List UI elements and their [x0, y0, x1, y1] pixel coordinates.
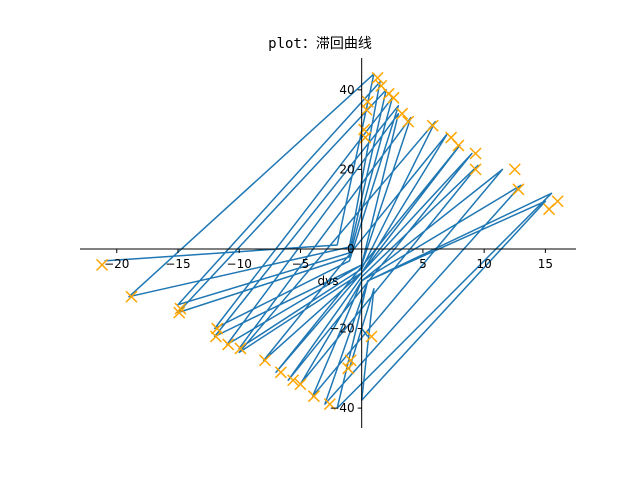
marker-stroke [258, 354, 271, 367]
marker-point [258, 354, 271, 367]
marker-stroke [287, 374, 300, 387]
x-tick-label: 5 [419, 257, 427, 271]
x-tick-label: −10 [227, 257, 252, 271]
y-tick-label: 20 [339, 162, 354, 176]
marker-point [307, 390, 320, 403]
y-tick-label: −20 [329, 322, 354, 336]
marker-point [287, 374, 300, 387]
marker-point [125, 290, 138, 303]
marker-point [209, 330, 222, 343]
marker-stroke [323, 398, 336, 411]
marker-point [508, 163, 521, 176]
marker-stroke [402, 115, 415, 128]
marker-point [234, 342, 247, 355]
x-tick-label: −20 [104, 257, 129, 271]
x-tick-label: −5 [292, 257, 310, 271]
marker-stroke [469, 163, 482, 176]
marker-point [173, 306, 186, 319]
marker-stroke [209, 330, 222, 343]
y-tick-label: 0 [347, 242, 355, 256]
marker-stroke [173, 306, 186, 319]
y-tick-label: 40 [339, 83, 354, 97]
marker-stroke [452, 139, 465, 152]
marker-stroke [294, 378, 307, 391]
marker-stroke [222, 338, 235, 351]
marker-point [402, 115, 415, 128]
marker-stroke [211, 322, 224, 335]
series-layer [96, 71, 564, 411]
marker-stroke [360, 103, 373, 116]
marker-stroke [551, 195, 564, 208]
marker-stroke [96, 258, 109, 271]
marker-stroke [274, 366, 287, 379]
series-line-0 [104, 73, 553, 409]
marker-stroke [342, 362, 355, 375]
marker-point [342, 362, 355, 375]
marker-stroke [469, 147, 482, 160]
marker-point [371, 71, 384, 84]
chart-title: plot：滞回曲线 [268, 36, 372, 52]
marker-point [469, 147, 482, 160]
marker-stroke [307, 390, 320, 403]
marker-point [551, 195, 564, 208]
marker-point [96, 258, 109, 271]
marker-point [452, 139, 465, 152]
x-axis-label: dvs [318, 274, 339, 288]
marker-point [274, 366, 287, 379]
marker-stroke [396, 107, 409, 120]
marker-stroke [125, 290, 138, 303]
marker-point [426, 119, 439, 132]
marker-stroke [371, 71, 384, 84]
x-tick-label: 10 [477, 257, 492, 271]
marker-stroke [375, 79, 388, 92]
marker-point [365, 330, 378, 343]
marker-stroke [174, 302, 187, 315]
x-tick-label: 15 [538, 257, 553, 271]
marker-stroke [387, 91, 400, 104]
marker-point [174, 302, 187, 315]
marker-stroke [234, 342, 247, 355]
marker-stroke [365, 330, 378, 343]
marker-point [469, 163, 482, 176]
marker-point [512, 183, 525, 196]
marker-stroke [508, 163, 521, 176]
marker-stroke [445, 131, 458, 144]
marker-stroke [426, 119, 439, 132]
marker-point [396, 107, 409, 120]
axes-layer: −20 −15 −10 −5 5 10 15 −40 −20 0 20 40 dvs [80, 58, 576, 428]
marker-point [222, 338, 235, 351]
x-tick-label: −15 [165, 257, 190, 271]
marker-point [344, 354, 357, 367]
marker-stroke [512, 183, 525, 196]
y-tick-label: −40 [329, 401, 354, 415]
marker-point [294, 378, 307, 391]
marker-point [360, 103, 373, 116]
marker-stroke [344, 354, 357, 367]
marker-point [323, 398, 336, 411]
marker-point [387, 91, 400, 104]
marker-stroke [361, 95, 374, 108]
